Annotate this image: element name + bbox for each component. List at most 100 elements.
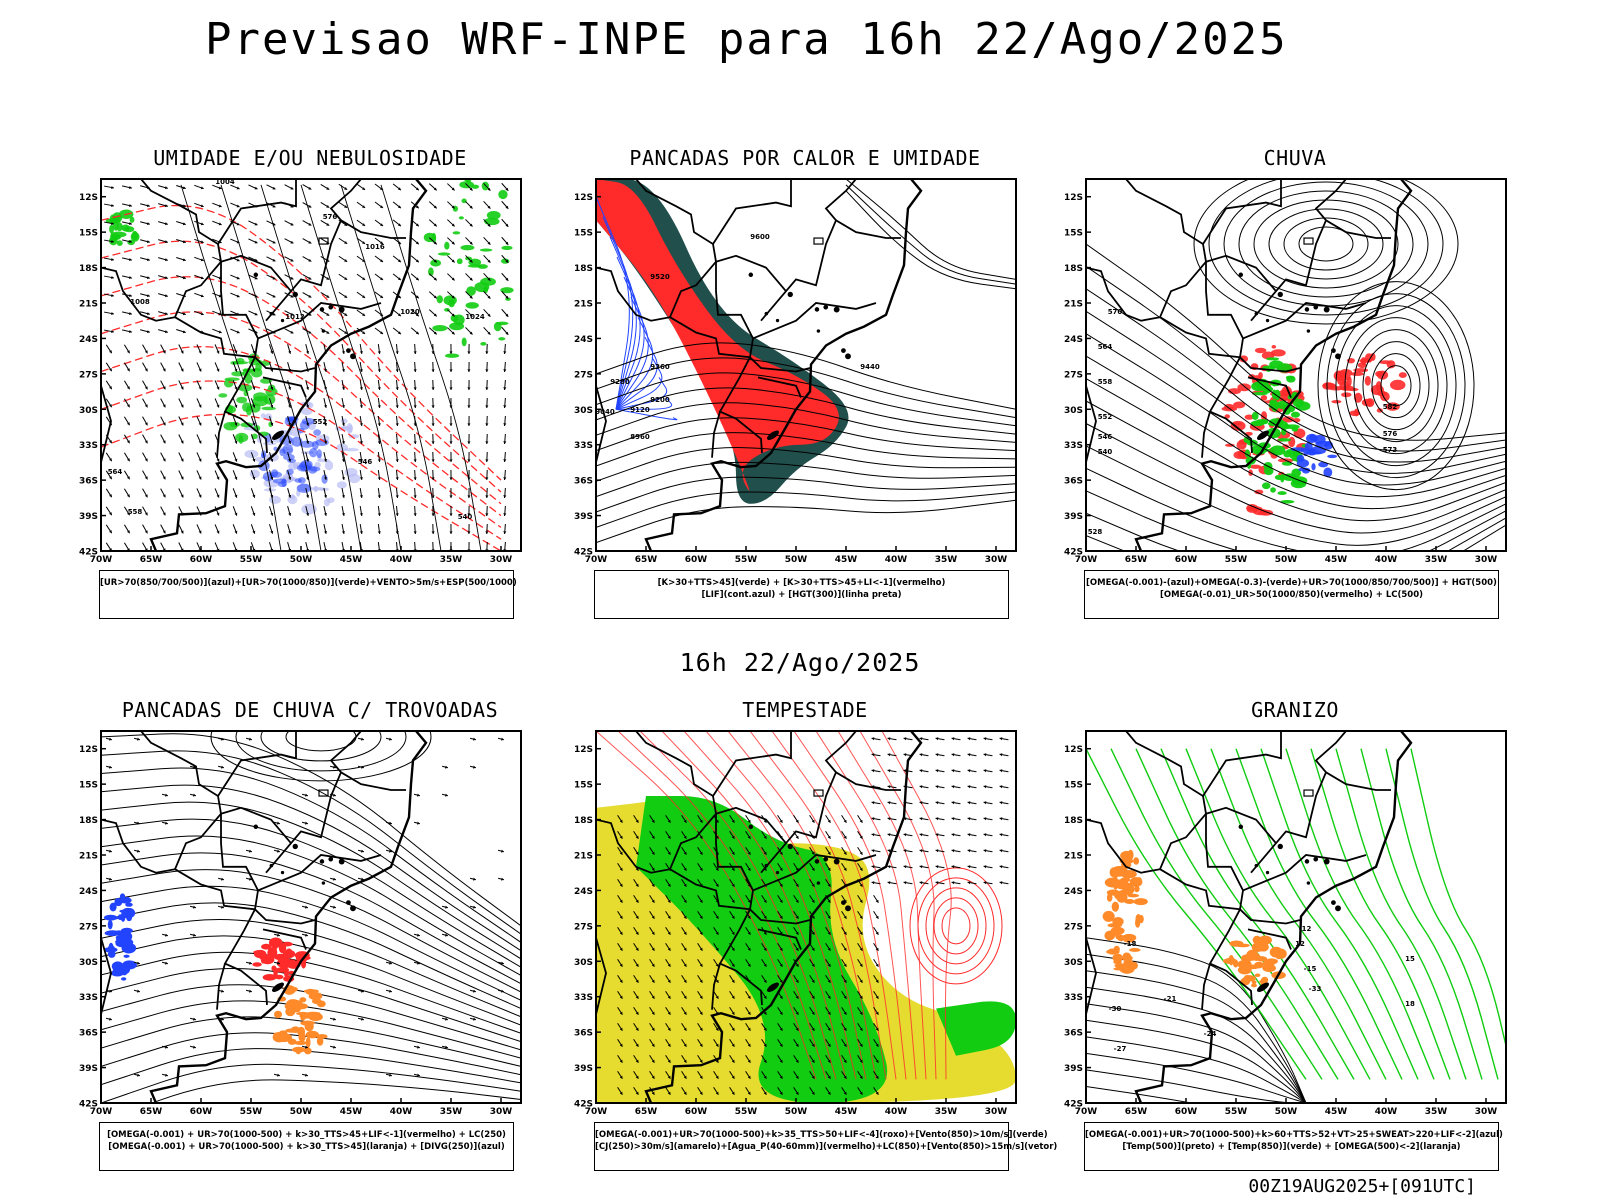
vector-head bbox=[635, 1011, 639, 1015]
vector-head bbox=[415, 223, 419, 227]
wind-vector bbox=[374, 255, 384, 263]
wind-vector bbox=[777, 862, 783, 872]
vector-head bbox=[903, 817, 907, 821]
vector-head bbox=[417, 793, 420, 797]
vector-head bbox=[234, 530, 238, 534]
omega-area bbox=[1262, 385, 1272, 394]
wind-vector bbox=[158, 329, 168, 334]
panel-tempestade: TEMPESTADE 12S 15S 18S 21S 24S 27S 30S 33S 36S 39… bbox=[570, 698, 1057, 1171]
streamline bbox=[101, 902, 521, 1009]
lake bbox=[319, 307, 325, 312]
vector-head bbox=[431, 513, 435, 516]
contour-label: 564 bbox=[1098, 343, 1113, 351]
vector-head bbox=[983, 785, 987, 789]
vector-head bbox=[485, 369, 489, 372]
vector-head bbox=[951, 865, 955, 869]
vector-head bbox=[272, 276, 276, 280]
vector-head bbox=[415, 241, 419, 245]
divergence-area bbox=[106, 916, 121, 920]
wind-vector bbox=[122, 275, 132, 280]
wind-vector bbox=[483, 309, 491, 317]
legend-line: [OMEGA(-0.001) + UR>70(1000-500) + k>30_… bbox=[108, 1142, 505, 1152]
vector-head bbox=[501, 961, 504, 965]
vector-head bbox=[144, 368, 148, 372]
vector-head bbox=[811, 819, 815, 823]
wind-vector bbox=[122, 185, 132, 190]
wind-vector bbox=[501, 290, 509, 300]
wind-vector bbox=[377, 433, 381, 445]
omega-area bbox=[1280, 500, 1295, 504]
wind-vector bbox=[359, 379, 363, 391]
vector-head bbox=[935, 737, 939, 741]
lat-label: 36S bbox=[1064, 1029, 1083, 1039]
vector-head bbox=[951, 833, 955, 837]
wind-vector bbox=[329, 765, 337, 769]
wind-vector bbox=[428, 291, 438, 299]
distrito-federal bbox=[1303, 237, 1314, 245]
wind-vector bbox=[341, 433, 345, 445]
wind-vector bbox=[268, 524, 274, 534]
omega-ur-area bbox=[1375, 370, 1385, 377]
lon-label: 55W bbox=[1225, 555, 1248, 565]
wind-vector bbox=[447, 327, 455, 335]
distrito-federal bbox=[318, 237, 329, 245]
wind-vector bbox=[649, 1022, 655, 1032]
omega500-area bbox=[1135, 914, 1142, 924]
vector-head bbox=[731, 1091, 735, 1095]
vector-head bbox=[683, 963, 687, 967]
wind-vector bbox=[777, 910, 783, 920]
hgt300-contour bbox=[845, 184, 1016, 285]
lat-label: 24S bbox=[79, 335, 98, 345]
vector-head bbox=[221, 989, 224, 993]
divergence-area bbox=[124, 908, 136, 918]
thickness-contour bbox=[101, 204, 502, 481]
vector-head bbox=[875, 899, 879, 903]
wind-vector bbox=[250, 524, 256, 534]
vector-head bbox=[887, 769, 891, 773]
wind-vector bbox=[713, 1086, 719, 1096]
vector-head bbox=[277, 849, 280, 853]
omega-area bbox=[1261, 482, 1271, 490]
omega-area bbox=[1246, 439, 1258, 446]
temp850-contour bbox=[1235, 748, 1403, 1080]
vector-head bbox=[487, 331, 491, 335]
vector-head bbox=[305, 905, 308, 909]
wind-vector bbox=[273, 1073, 281, 1077]
wind-vector bbox=[665, 814, 671, 824]
vector-head bbox=[395, 441, 399, 444]
vector-head bbox=[619, 819, 623, 823]
wind-vector bbox=[967, 769, 977, 773]
vector-head bbox=[218, 312, 222, 316]
lon-label: 45W bbox=[340, 1107, 363, 1117]
vector-head bbox=[397, 277, 401, 281]
vector-head bbox=[137, 737, 140, 741]
wind-vector bbox=[133, 989, 141, 993]
wind-vector bbox=[395, 451, 399, 463]
vector-head bbox=[111, 239, 114, 243]
humidity-low-area bbox=[261, 406, 276, 411]
vector-head bbox=[164, 240, 168, 244]
wind-vector bbox=[497, 849, 505, 853]
vector-head bbox=[111, 257, 114, 261]
state-border bbox=[1208, 356, 1253, 454]
vector-head bbox=[200, 222, 204, 226]
vector-head bbox=[731, 915, 735, 919]
low-pressure-contour bbox=[1335, 305, 1457, 467]
vector-head bbox=[270, 440, 274, 444]
wind-vector bbox=[359, 397, 363, 409]
hgt500-contour bbox=[1086, 243, 1506, 441]
wind-vector bbox=[697, 926, 703, 936]
omega-ur-area bbox=[1288, 436, 1296, 448]
vector-head bbox=[473, 989, 476, 993]
state-border bbox=[101, 937, 112, 1022]
vector-head bbox=[165, 933, 168, 937]
vector-head bbox=[469, 277, 473, 281]
vector-head bbox=[389, 1073, 392, 1077]
wind-vector bbox=[105, 362, 113, 372]
wind-vector bbox=[338, 327, 348, 335]
omega-ur-area bbox=[1282, 416, 1295, 423]
omega500-area bbox=[1112, 953, 1123, 963]
hgt500-contour bbox=[1086, 512, 1506, 551]
wind-vector bbox=[825, 1006, 831, 1016]
vector-head bbox=[619, 1059, 623, 1063]
